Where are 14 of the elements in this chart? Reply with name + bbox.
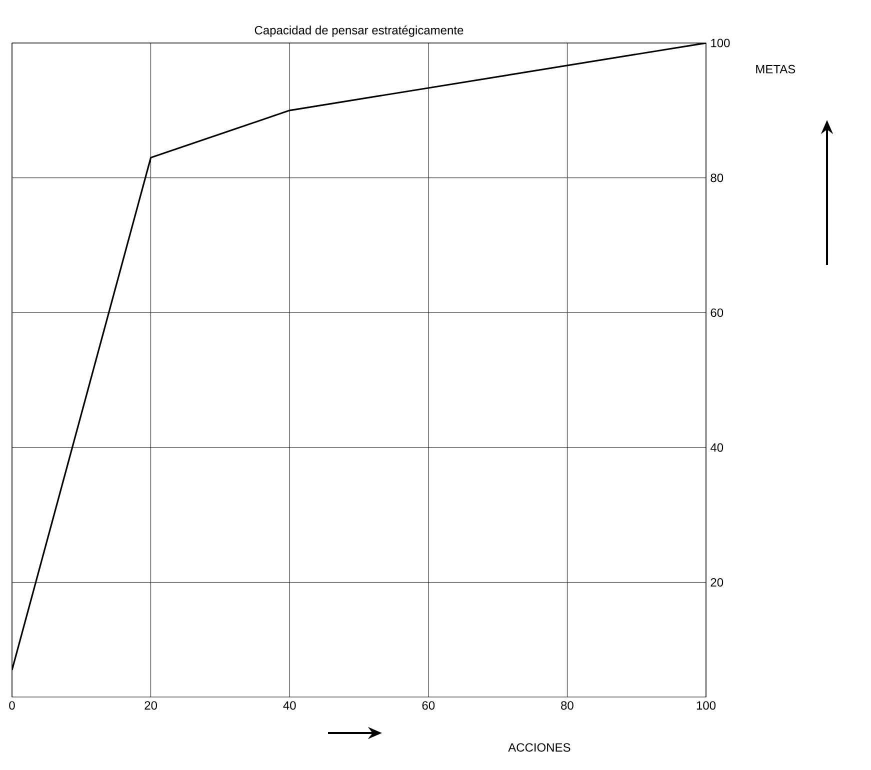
x-tick-label: 20 <box>144 701 158 710</box>
x-tick-label: 40 <box>283 701 296 710</box>
y-tick-label: 60 <box>710 308 724 317</box>
x-tick-label: 0 <box>9 701 15 710</box>
y-tick-label: 100 <box>711 38 730 48</box>
y-tick-label: 40 <box>710 443 724 452</box>
x-tick-label: 80 <box>561 701 574 710</box>
y-tick-label: 20 <box>710 578 724 587</box>
chart-title: Capacidad de pensar estratégicamente <box>254 25 464 37</box>
x-tick-label: 100 <box>696 701 716 710</box>
x-axis-title: ACCIONES <box>508 743 570 752</box>
y-tick-label: 80 <box>710 174 724 182</box>
y-axis-title: METAS <box>756 64 796 74</box>
x-tick-label: 60 <box>422 701 435 710</box>
